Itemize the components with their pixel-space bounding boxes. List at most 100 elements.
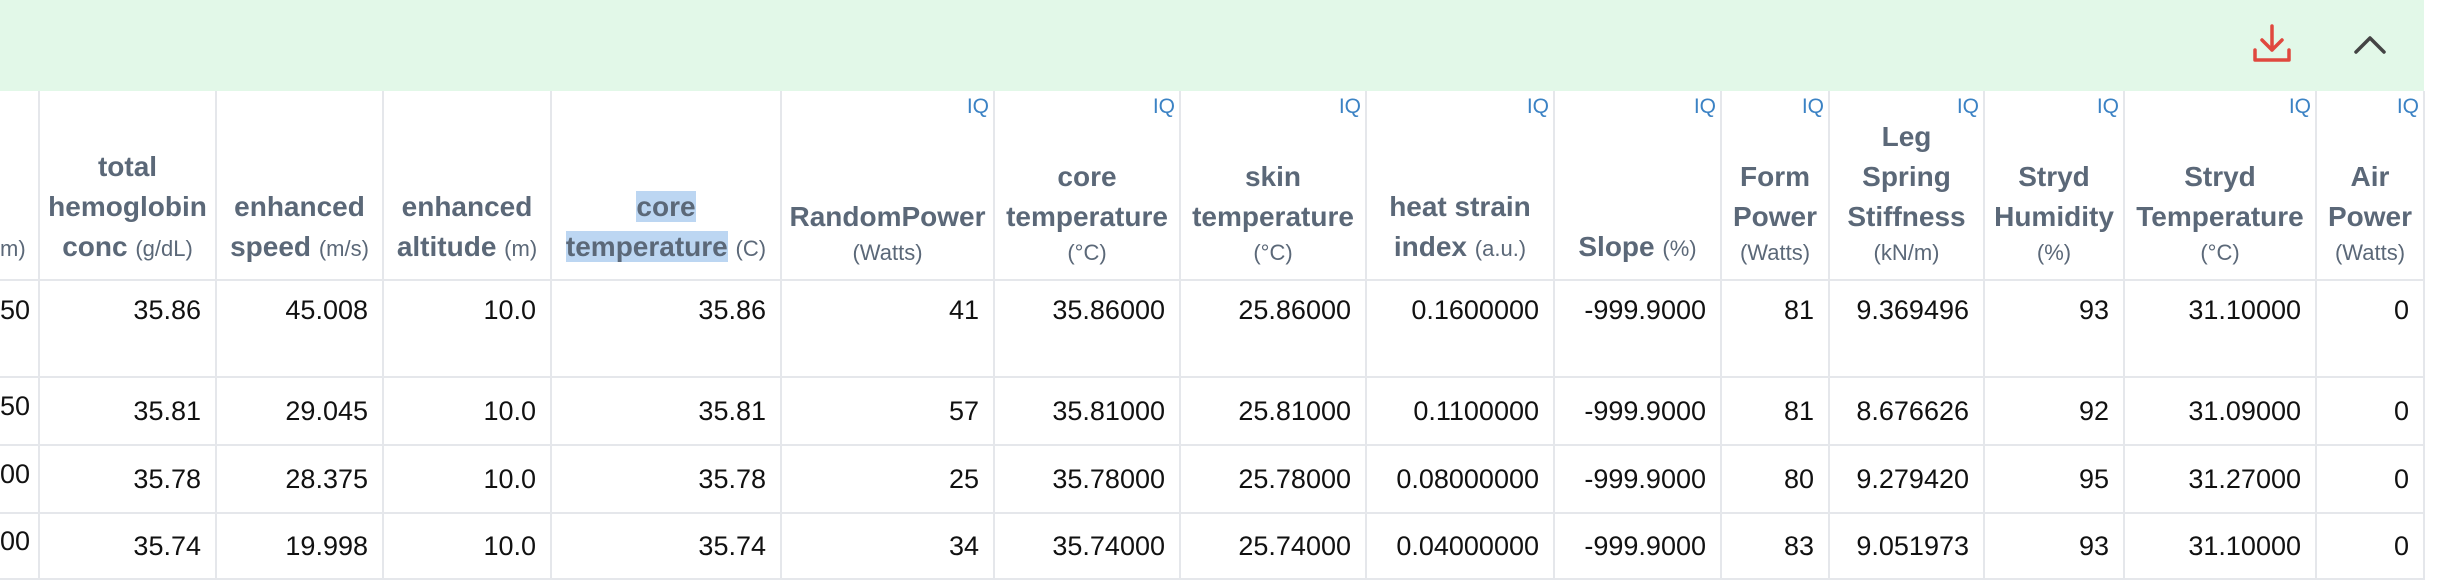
iq-badge: IQ <box>1526 95 1549 118</box>
column-unit: (Watts) <box>1739 240 1811 265</box>
table-row: 00 35.74 19.998 10.0 35.74 34 35.74000 25.74000… <box>0 513 2425 580</box>
column-name: Slope <box>1578 231 1655 262</box>
cell: -999.9000 <box>1554 445 1722 514</box>
collapse-button[interactable] <box>2350 26 2390 66</box>
cell: 35.74000 <box>994 513 1181 580</box>
cell: -999.9000 <box>1554 513 1722 580</box>
column-unit: (m/s) <box>318 236 369 261</box>
column-name: Leg Spring Stiffness <box>1847 121 1966 232</box>
column-unit: (%) <box>1662 236 1697 261</box>
toolbar <box>0 0 2424 91</box>
column-unit: (°C) <box>1253 240 1293 265</box>
cell: 41 <box>781 280 995 378</box>
column-name: RandomPower <box>789 201 986 232</box>
column-header: core temperature (C) <box>551 91 782 281</box>
cell: 0 <box>2316 280 2425 378</box>
cell: 8.676626 <box>1829 377 1985 446</box>
table-row: 00 35.78 28.375 10.0 35.78 25 35.78000 25.78000… <box>0 445 2425 514</box>
cell: 10.0 <box>383 513 552 580</box>
cell: 45.008 <box>216 280 384 378</box>
iq-badge: IQ <box>2396 95 2419 118</box>
cell: 25.86000 <box>1180 280 1367 378</box>
cell: 31.10000 <box>2124 513 2317 580</box>
cell: 25.74000 <box>1180 513 1367 580</box>
cell: -999.9000 <box>1554 280 1722 378</box>
cell: 35.78000 <box>994 445 1181 514</box>
column-unit: (Watts) <box>2334 240 2406 265</box>
iq-badge: IQ <box>1338 95 1361 118</box>
column-header: enhanced altitude (m) <box>383 91 552 281</box>
cell: 0 <box>2316 513 2425 580</box>
cell: 29.045 <box>216 377 384 446</box>
column-name: Stryd Temperature <box>2136 161 2304 232</box>
iq-badge: IQ <box>1801 95 1824 118</box>
column-header: IQ heat strain index (a.u.) <box>1366 91 1555 281</box>
cell: 0.08000000 <box>1366 445 1555 514</box>
column-header: IQ Air Power (Watts) <box>2316 91 2425 281</box>
cell: 34 <box>781 513 995 580</box>
cell: 35.86000 <box>994 280 1181 378</box>
cell: 35.81 <box>39 377 217 446</box>
column-name: Air Power <box>2327 161 2413 232</box>
data-table: m) total hemoglobin conc (g/dL) enhanced s… <box>0 91 2425 580</box>
cell: 80 <box>1721 445 1830 514</box>
column-header: IQ Stryd Humidity (%) <box>1984 91 2125 281</box>
column-name: enhanced speed <box>230 191 365 262</box>
cell: 93 <box>1984 280 2125 378</box>
column-header: IQ core temperature (°C) <box>994 91 1181 281</box>
column-header: m) <box>0 91 40 281</box>
column-header: IQ skin temperature (°C) <box>1180 91 1367 281</box>
column-header: IQ Slope (%) <box>1554 91 1722 281</box>
column-header: total hemoglobin conc (g/dL) <box>39 91 217 281</box>
download-button[interactable] <box>2250 22 2294 66</box>
cell: 10.0 <box>383 377 552 446</box>
cell: 25 <box>781 445 995 514</box>
cell: 9.279420 <box>1829 445 1985 514</box>
column-header: IQ Leg Spring Stiffness (kN/m) <box>1829 91 1985 281</box>
cell: 25.81000 <box>1180 377 1367 446</box>
column-unit: (C) <box>735 236 767 261</box>
column-unit: (°C) <box>1067 240 1107 265</box>
cell: 35.78 <box>39 445 217 514</box>
cell: 81 <box>1721 280 1830 378</box>
column-unit: m) <box>0 236 26 261</box>
column-unit: (kN/m) <box>1873 240 1940 265</box>
cell: 28.375 <box>216 445 384 514</box>
cell: 81 <box>1721 377 1830 446</box>
cell: 57 <box>781 377 995 446</box>
iq-badge: IQ <box>1152 95 1175 118</box>
cell: 0.1600000 <box>1366 280 1555 378</box>
iq-badge: IQ <box>1956 95 1979 118</box>
iq-badge: IQ <box>2096 95 2119 118</box>
column-header: IQ Form Power (Watts) <box>1721 91 1830 281</box>
column-header: enhanced speed (m/s) <box>216 91 384 281</box>
cell: 50 <box>0 377 40 446</box>
cell: 35.81 <box>551 377 782 446</box>
cell: 9.051973 <box>1829 513 1985 580</box>
table-row: 50 35.81 29.045 10.0 35.81 57 35.81000 25.81000… <box>0 377 2425 446</box>
column-unit: (Watts) <box>852 240 923 265</box>
cell: 00 <box>0 513 40 580</box>
cell: 35.81000 <box>994 377 1181 446</box>
cell: 50 <box>0 280 40 378</box>
iq-badge: IQ <box>2288 95 2311 118</box>
column-name: heat strain index <box>1389 191 1531 262</box>
column-unit: (g/dL) <box>135 236 193 261</box>
cell: 10.0 <box>383 280 552 378</box>
cell: 19.998 <box>216 513 384 580</box>
column-unit: (m) <box>504 236 538 261</box>
column-name: total hemoglobin conc <box>48 151 207 262</box>
column-header: IQ RandomPower (Watts) <box>781 91 995 281</box>
column-unit: (%) <box>2036 240 2072 265</box>
cell: 31.10000 <box>2124 280 2317 378</box>
cell: 35.74 <box>551 513 782 580</box>
table-row: 50 35.86 45.008 10.0 35.86 41 35.86000 25.86000… <box>0 280 2425 378</box>
iq-badge: IQ <box>966 95 989 118</box>
cell: 31.27000 <box>2124 445 2317 514</box>
column-unit: (°C) <box>2200 240 2240 265</box>
cell: 35.86 <box>551 280 782 378</box>
column-name: Form Power <box>1732 161 1818 232</box>
column-unit: (a.u.) <box>1474 236 1527 261</box>
cell: 25.78000 <box>1180 445 1367 514</box>
cell: 0.04000000 <box>1366 513 1555 580</box>
